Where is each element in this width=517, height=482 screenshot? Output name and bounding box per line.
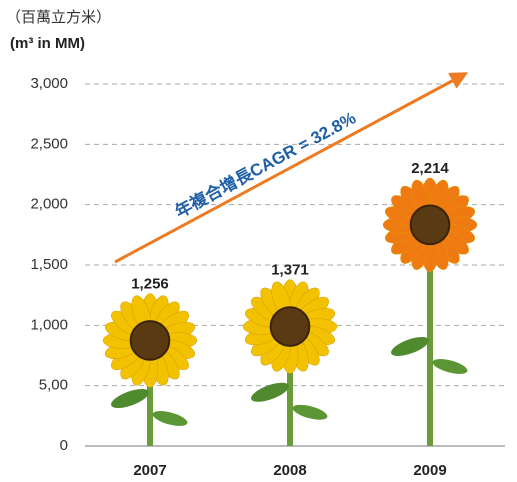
marks: 2007 1,256 2008 1,371 2009 2,214	[102, 160, 478, 479]
leaf	[111, 389, 149, 408]
y-tick-label: 2,500	[30, 135, 68, 152]
y-tick-label: 1,000	[30, 316, 68, 333]
leaf	[391, 336, 429, 356]
x-tick-label: 2007	[133, 462, 166, 479]
y-tick-label: 5,00	[39, 377, 68, 394]
stem	[427, 224, 433, 446]
sunflower	[382, 177, 478, 446]
unit-label: （百萬立方米）	[6, 9, 111, 26]
sunflower	[242, 279, 338, 446]
axis-label: (m³ in MM)	[10, 35, 85, 52]
y-tick-label: 3,000	[30, 75, 68, 92]
value-label: 1,256	[131, 275, 169, 292]
x-tick-label: 2008	[273, 462, 306, 479]
leaf	[432, 359, 468, 374]
trend-arrow	[114, 72, 469, 264]
leaf	[152, 411, 188, 426]
stem	[287, 326, 293, 446]
seed-head	[269, 306, 311, 347]
leaf	[251, 382, 289, 402]
y-tick-label: 0	[60, 437, 68, 454]
value-label: 1,371	[271, 262, 309, 279]
sunflower	[102, 293, 198, 446]
y-tick-label: 2,000	[30, 196, 68, 213]
leaf	[292, 404, 328, 420]
value-label: 2,214	[411, 160, 449, 177]
stem	[147, 340, 153, 446]
y-tick-label: 1,500	[30, 256, 68, 273]
seed-head	[409, 204, 451, 246]
seed-head	[129, 320, 171, 361]
x-tick-label: 2009	[413, 462, 446, 479]
